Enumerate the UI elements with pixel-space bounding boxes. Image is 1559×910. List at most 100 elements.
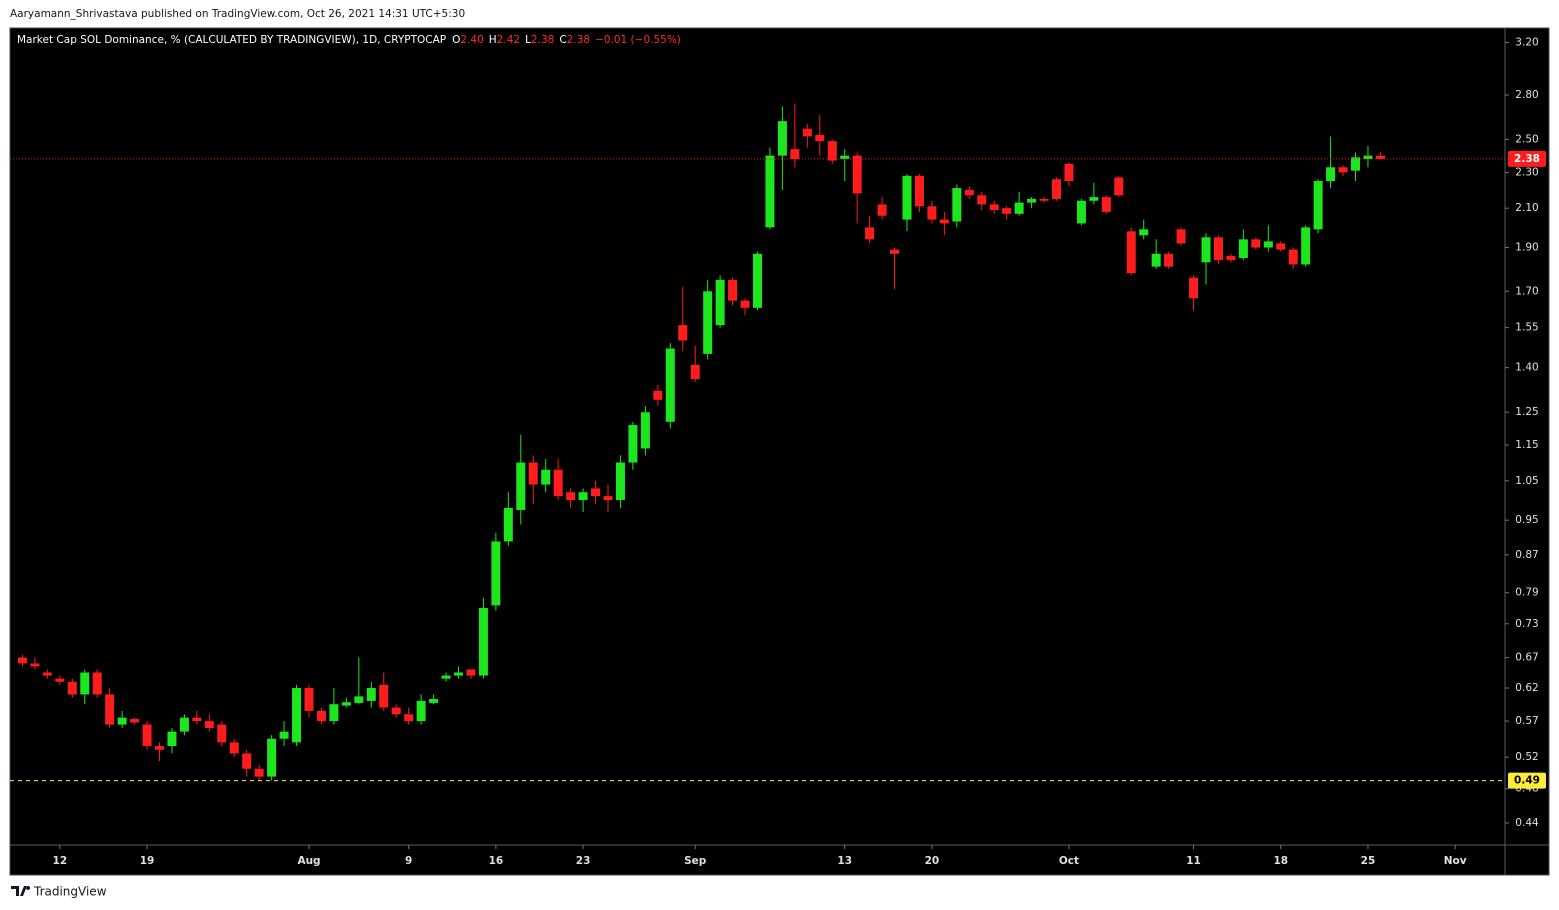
candle-body bbox=[204, 721, 214, 729]
candle-body bbox=[578, 492, 588, 501]
candle-body bbox=[1301, 227, 1311, 265]
x-tick-label: 9 bbox=[405, 855, 412, 867]
candle-body bbox=[217, 724, 227, 743]
candle-body bbox=[17, 657, 27, 664]
legend: Market Cap SOL Dominance, % (CALCULATED … bbox=[17, 34, 686, 46]
candle-body bbox=[528, 462, 538, 485]
ohlc-value: 2.38 bbox=[566, 34, 591, 46]
y-tick-label: 0.67 bbox=[1515, 652, 1538, 664]
x-tick-label: 23 bbox=[576, 855, 591, 867]
candle-body bbox=[989, 204, 999, 211]
x-tick-label: Oct bbox=[1059, 855, 1079, 867]
candle-body bbox=[628, 425, 638, 463]
candle-body bbox=[341, 702, 351, 706]
footer-brand: TradingView bbox=[33, 885, 107, 899]
candle-body bbox=[790, 149, 800, 159]
candle-body bbox=[404, 714, 414, 722]
candle-body bbox=[890, 249, 900, 254]
candle-body bbox=[703, 291, 713, 354]
x-tick-label: 11 bbox=[1186, 855, 1201, 867]
candle-body bbox=[354, 696, 364, 703]
candle-body bbox=[1064, 163, 1074, 182]
candle-body bbox=[740, 300, 750, 308]
ohlc-label: H bbox=[488, 34, 497, 46]
x-tick-label: Aug bbox=[297, 855, 320, 867]
candle-body bbox=[105, 694, 115, 725]
candle-body bbox=[67, 681, 77, 695]
y-tick-label: 0.62 bbox=[1515, 682, 1538, 694]
candle-body bbox=[1213, 237, 1223, 261]
candle-body bbox=[466, 669, 476, 676]
candle-body bbox=[914, 175, 924, 207]
candle-body bbox=[603, 496, 613, 501]
candle-body bbox=[852, 155, 862, 194]
candle-body bbox=[640, 412, 650, 449]
candle-body bbox=[1263, 241, 1273, 248]
ohlc-label: C bbox=[559, 34, 567, 46]
candle-body bbox=[939, 219, 949, 224]
candle-body bbox=[117, 717, 127, 725]
y-tick-label: 0.73 bbox=[1515, 618, 1538, 630]
candle-body bbox=[142, 724, 152, 747]
candle-body bbox=[167, 731, 177, 747]
candle-body bbox=[765, 155, 775, 228]
candle-body bbox=[952, 188, 962, 222]
candle-body bbox=[1338, 167, 1348, 173]
candle-body bbox=[429, 698, 439, 703]
candle-body bbox=[1326, 167, 1336, 182]
candle-body bbox=[80, 672, 90, 695]
candle-body bbox=[1101, 197, 1111, 212]
candle-body bbox=[1139, 229, 1149, 236]
y-tick-label: 3.20 bbox=[1515, 36, 1538, 48]
y-tick-label: 1.25 bbox=[1515, 406, 1538, 418]
x-tick-label: Nov bbox=[1444, 855, 1467, 867]
candle-body bbox=[1201, 237, 1211, 263]
candle-body bbox=[728, 279, 738, 301]
candle-body bbox=[665, 348, 675, 422]
candle-body bbox=[1151, 253, 1161, 267]
candle-body bbox=[1226, 255, 1236, 261]
candle-body bbox=[840, 155, 850, 159]
y-tick-label: 1.90 bbox=[1515, 242, 1538, 254]
candle-body bbox=[877, 204, 887, 216]
candle-body bbox=[653, 390, 663, 400]
candle-body bbox=[827, 141, 837, 161]
candle-body bbox=[503, 507, 513, 542]
candle-body bbox=[1375, 155, 1385, 159]
candle-body bbox=[591, 488, 601, 497]
candle-body bbox=[1126, 231, 1136, 274]
candle-body bbox=[690, 364, 700, 380]
candle-body bbox=[254, 768, 264, 777]
candle-body bbox=[1313, 181, 1323, 230]
candle-body bbox=[715, 279, 725, 326]
ohlc-value: 2.40 bbox=[460, 34, 484, 46]
y-tick-label: 1.05 bbox=[1515, 475, 1538, 487]
ohlc-value: 2.38 bbox=[530, 34, 555, 46]
y-tick-label: 0.95 bbox=[1515, 514, 1538, 526]
candle-body bbox=[1052, 179, 1061, 199]
x-tick-label: Sep bbox=[684, 855, 707, 867]
candle-body bbox=[304, 688, 314, 711]
x-tick-label: 20 bbox=[925, 855, 940, 867]
candle-body bbox=[55, 678, 65, 682]
candle-body bbox=[229, 742, 239, 754]
candle-body bbox=[802, 128, 812, 137]
candle-body bbox=[441, 675, 451, 679]
y-tick-label: 1.40 bbox=[1515, 362, 1538, 374]
ohlc-label: O bbox=[452, 34, 461, 46]
candle-body bbox=[1189, 277, 1199, 299]
candle-body bbox=[1363, 155, 1373, 159]
y-tick-label: 0.57 bbox=[1515, 715, 1538, 727]
candle-body bbox=[454, 672, 463, 676]
last-price-label: 2.38 bbox=[1514, 153, 1540, 165]
candle-body bbox=[1014, 202, 1024, 214]
candle-body bbox=[753, 253, 762, 308]
candle-body bbox=[1164, 253, 1174, 267]
candle-body bbox=[977, 195, 987, 205]
candle-body bbox=[292, 688, 302, 743]
candle-body bbox=[1039, 198, 1049, 201]
y-tick-label: 2.10 bbox=[1515, 202, 1538, 214]
ohlc-label: L bbox=[525, 34, 531, 46]
candle-body bbox=[316, 710, 326, 722]
